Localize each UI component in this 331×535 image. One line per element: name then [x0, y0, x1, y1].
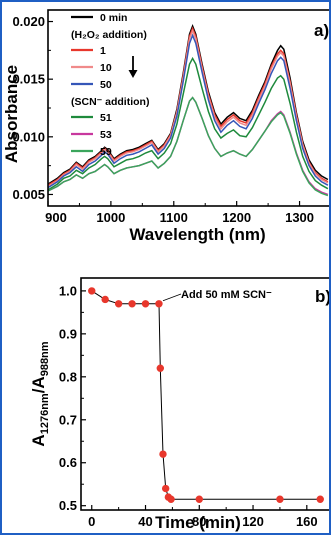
data-point: [88, 287, 96, 295]
data-point: [161, 484, 170, 493]
data-point: [155, 300, 163, 308]
y-label-sub-1276: 1276nm: [39, 393, 51, 434]
data-point: [156, 364, 165, 372]
panel-a-series-lines: [47, 24, 329, 197]
y-tick-label: 0.015: [12, 72, 45, 87]
panel-b-trend-line: [91, 290, 321, 500]
x-tick-label: 120: [242, 514, 264, 529]
x-tick-label: 1100: [160, 210, 188, 225]
panel-b-axes-frame: [80, 277, 331, 511]
y-tick-label: 0.9: [59, 326, 77, 341]
y-tick-label: 0.5: [59, 498, 77, 513]
x-tick-label: 0: [88, 514, 95, 529]
panel-b-data-points: [88, 287, 324, 503]
series-line-53: [47, 96, 329, 196]
y-tick-label: 0.020: [12, 14, 45, 29]
panel-a-ticks: [47, 20, 331, 206]
x-tick-label: 1000: [96, 210, 125, 225]
legend-entry: 59: [100, 146, 112, 158]
panel-b-label: b): [315, 287, 331, 306]
legend-entry: 0 min: [100, 12, 127, 24]
data-point: [159, 450, 167, 458]
y-label-a1: A: [29, 434, 48, 446]
data-point: [101, 295, 109, 304]
x-tick-label: 160: [296, 514, 318, 529]
legend-entry: 53: [100, 129, 112, 141]
series-line-10: [47, 28, 329, 188]
legend-entry: 51: [100, 112, 112, 124]
series-line-0-min: [47, 24, 329, 185]
data-point: [141, 300, 150, 308]
y-tick-label: 1.0: [59, 283, 77, 298]
legend-group-header: (H₂O₂ addition): [71, 29, 147, 41]
panel-a-legend: 0 min (H₂O₂ addition) 1 10 50 (SCN⁻ addition)…: [71, 12, 149, 158]
data-point: [128, 300, 136, 308]
series-line-51: [47, 56, 329, 191]
panel-b-ratio-chart: 0 40 80 120 160 0.5 0.6 0.7 0.8 0.9 1.0 Time (min)…: [29, 277, 331, 532]
y-tick-label: 0.7: [59, 412, 77, 427]
x-tick-label: 1200: [222, 210, 251, 225]
svg-text:A1276nm/A988nm: A1276nm/A988nm: [29, 341, 51, 446]
legend-entry: 1: [100, 45, 106, 57]
panel-a-y-axis-label: Absorbance: [2, 65, 21, 163]
data-point: [114, 300, 123, 308]
panel-b-annotation-leader: [162, 293, 182, 302]
data-point: [167, 495, 175, 503]
y-label-sub-988: 988nm: [39, 341, 51, 376]
y-tick-label: 0.8: [59, 369, 77, 384]
legend-entry: 50: [100, 79, 112, 91]
panel-a-label: a): [314, 21, 329, 40]
y-tick-label: 0.005: [12, 187, 45, 202]
x-tick-label: 900: [45, 210, 67, 225]
panel-b-y-axis-label: A1276nm/A988nm: [29, 341, 51, 446]
series-line-1: [47, 26, 329, 186]
panel-a-spectra-chart: 900 1000 1100 1200 13000.0050.0100.0150.020 …: [2, 9, 331, 244]
panel-b-annotation: Add 50 mM SCN⁻: [181, 289, 272, 301]
panel-b-x-axis-label: Time (min): [155, 513, 241, 532]
x-tick-label: 1300: [285, 210, 314, 225]
data-point: [276, 495, 284, 503]
panel-a-tick-labels: 900 1000 1100 1200 1300 0.005 0.010 0.015 0.020: [12, 14, 314, 225]
y-tick-label: 0.010: [12, 129, 45, 144]
down-arrow-icon: [128, 56, 138, 78]
legend-group-header: (SCN⁻ addition): [71, 96, 149, 108]
data-point: [316, 495, 324, 503]
y-label-divider: /A: [29, 376, 48, 393]
series-line-59: [47, 96, 329, 197]
panel-b-ticks: [81, 290, 308, 510]
panel-b-tick-labels: 0 40 80 120 160 0.5 0.6 0.7 0.8 0.9 1.0: [59, 283, 318, 529]
data-point: [195, 495, 203, 503]
x-tick-label: 40: [138, 514, 152, 529]
legend-entry: 10: [100, 62, 112, 74]
series-line-50: [47, 33, 329, 189]
x-tick-label: 80: [192, 514, 206, 529]
y-tick-label: 0.6: [59, 455, 77, 470]
panel-a-x-axis-label: Wavelength (nm): [129, 225, 265, 244]
